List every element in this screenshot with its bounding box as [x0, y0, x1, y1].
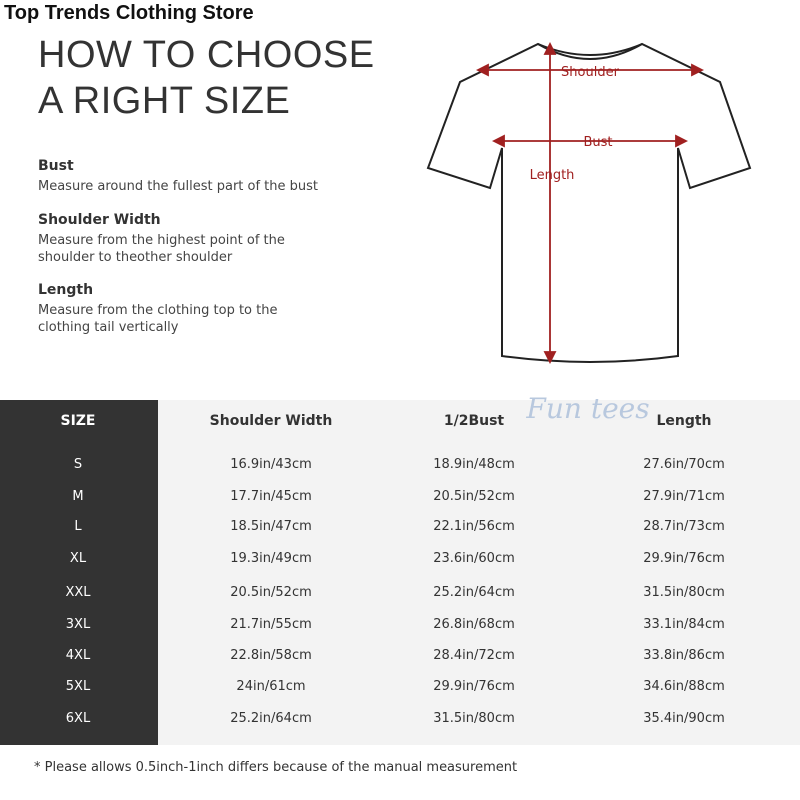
guide-text: Measure from the highest point of the sh…: [38, 233, 285, 265]
length-label: Length: [530, 168, 575, 183]
guide-heading: Shoulder Width: [38, 212, 161, 228]
table-cell: 22.1in/56cm: [433, 519, 515, 534]
page-title: HOW TO CHOOSE A RIGHT SIZE: [38, 32, 375, 124]
size-table: SIZE S M L XL XXL 3XL 4XL 5XL 6XL Shoulder Width 1…: [0, 400, 800, 745]
guide-bust: Bust Measure around the fullest part of …: [38, 158, 368, 195]
tshirt-diagram: Shoulder Bust Length: [426, 41, 752, 365]
table-cell: 31.5in/80cm: [433, 711, 515, 726]
table-cell: 21.7in/55cm: [230, 617, 312, 632]
tshirt-outline: [426, 42, 752, 363]
shoulder-label: Shoulder: [561, 65, 620, 80]
guide-text: Measure from the clothing top to the clo…: [38, 303, 278, 335]
size-label: XL: [69, 551, 87, 566]
table-header: SIZE: [60, 413, 96, 429]
table-cell: 20.5in/52cm: [433, 489, 515, 504]
footnote: * Please allows 0.5inch-1inch differs be…: [34, 760, 518, 775]
table-cell: 24in/61cm: [236, 679, 306, 694]
table-cell: 18.5in/47cm: [230, 519, 312, 534]
table-cell: 29.9in/76cm: [433, 679, 515, 694]
table-cell: 33.8in/86cm: [643, 648, 725, 663]
store-name: Top Trends Clothing Store: [4, 2, 254, 24]
table-cell: 29.9in/76cm: [643, 551, 725, 566]
table-cell: 28.4in/72cm: [433, 648, 515, 663]
watermark-fun-tees: Fun tees: [526, 392, 650, 425]
table-cell: 27.9in/71cm: [643, 489, 725, 504]
table-cell: 16.9in/43cm: [230, 457, 312, 472]
table-cell: 25.2in/64cm: [433, 585, 515, 600]
table-cell: 33.1in/84cm: [643, 617, 725, 632]
table-cell: 26.8in/68cm: [433, 617, 515, 632]
guide-heading: Bust: [38, 158, 74, 174]
guide-text: Measure around the fullest part of the b…: [38, 179, 319, 194]
size-label: 5XL: [65, 679, 91, 694]
table-cell: 25.2in/64cm: [230, 711, 312, 726]
size-label: 3XL: [65, 617, 91, 632]
size-label: XXL: [65, 585, 91, 600]
size-label: M: [72, 489, 84, 504]
table-header: Length: [656, 413, 712, 429]
table-cell: 17.7in/45cm: [230, 489, 312, 504]
table-cell: 34.6in/88cm: [643, 679, 725, 694]
bust-label: Bust: [583, 135, 612, 150]
guide-length: Length Measure from the clothing top to …: [38, 282, 298, 336]
table-cell: 35.4in/90cm: [643, 711, 725, 726]
table-header: 1/2Bust: [443, 413, 505, 429]
table-cell: 31.5in/80cm: [643, 585, 725, 600]
size-label: S: [73, 457, 83, 472]
table-header: Shoulder Width: [209, 413, 333, 429]
title-line-2: A RIGHT SIZE: [38, 80, 291, 122]
size-label: L: [74, 519, 82, 534]
table-cell: 23.6in/60cm: [433, 551, 515, 566]
size-label: 4XL: [65, 648, 91, 663]
table-cell: 27.6in/70cm: [643, 457, 725, 472]
size-label: 6XL: [65, 711, 91, 726]
table-cell: 20.5in/52cm: [230, 585, 312, 600]
table-cell: 18.9in/48cm: [433, 457, 515, 472]
guide-shoulder: Shoulder Width Measure from the highest …: [38, 212, 313, 266]
size-column: SIZE S M L XL XXL 3XL 4XL 5XL 6XL: [0, 400, 158, 745]
table-cell: 19.3in/49cm: [230, 551, 312, 566]
guide-heading: Length: [38, 282, 94, 298]
table-cell: 22.8in/58cm: [230, 648, 312, 663]
title-line-1: HOW TO CHOOSE: [38, 34, 375, 76]
table-cell: 28.7in/73cm: [643, 519, 725, 534]
